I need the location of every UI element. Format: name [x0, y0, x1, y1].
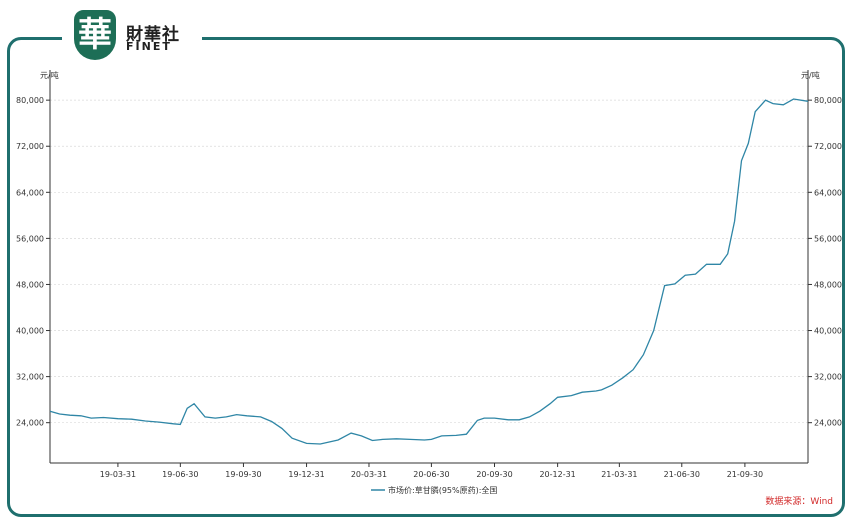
data-source: 数据来源：Wind: [765, 497, 833, 507]
x-tick-label: 19-03-31: [100, 470, 136, 479]
logo-badge: 華: [74, 10, 116, 60]
x-tick-label: 20-03-31: [351, 470, 387, 479]
y-tick-label-right: 48,000: [814, 280, 842, 289]
series-group: [49, 98, 809, 445]
x-tick-label: 20-06-30: [413, 470, 449, 479]
y-tick-label-right: 56,000: [814, 234, 842, 243]
x-tick-label: 19-12-31: [288, 470, 324, 479]
y-ticks-right: 24,000 32,000 40,000 48,000 56,000 64,000 72,0…: [808, 96, 842, 428]
y-tick-label-left: 24,000: [16, 419, 44, 428]
legend: 市场价:草甘膦(95%原药):全国: [371, 485, 497, 495]
y-tick-label-right: 40,000: [814, 327, 842, 336]
y-tick-label-right: 32,000: [814, 373, 842, 382]
x-tick-label: 21-03-31: [601, 470, 637, 479]
y-tick-label-left: 72,000: [16, 142, 44, 151]
x-tick-label: 19-09-30: [225, 470, 261, 479]
y-axis-unit-left: 元/吨: [40, 71, 59, 80]
y-ticks-left: 24,000 32,000 40,000 48,000 56,000 64,000 72,0…: [16, 96, 50, 428]
logo-english-text: FINET: [126, 40, 172, 53]
y-tick-label-left: 56,000: [16, 234, 44, 243]
y-axis-unit-right: 元/吨: [801, 71, 820, 80]
y-tick-label-left: 32,000: [16, 373, 44, 382]
y-tick-label-left: 80,000: [16, 96, 44, 105]
y-tick-label-right: 24,000: [814, 419, 842, 428]
x-tick-label: 19-06-30: [162, 470, 198, 479]
x-tick-label: 21-06-30: [664, 470, 700, 479]
y-tick-label-left: 48,000: [16, 280, 44, 289]
x-tick-label: 21-09-30: [727, 470, 763, 479]
series-line: [49, 98, 809, 445]
y-tick-label-right: 72,000: [814, 142, 842, 151]
finet-logo: 華 財華社 FINET: [62, 8, 202, 64]
logo-chinese-text: 財華社: [126, 25, 180, 45]
legend-label: 市场价:草甘膦(95%原药):全国: [388, 485, 497, 495]
axes: [49, 70, 809, 464]
x-ticks: 19-03-31 19-06-30 19-09-30 19-12-31 20-03-31…: [100, 463, 763, 479]
grid-lines: [50, 99, 808, 424]
y-tick-label-right: 64,000: [814, 188, 842, 197]
y-tick-label-left: 40,000: [16, 327, 44, 336]
y-tick-label-right: 80,000: [814, 96, 842, 105]
x-tick-label: 20-12-31: [539, 470, 575, 479]
x-tick-label: 20-09-30: [476, 470, 512, 479]
y-tick-label-left: 64,000: [16, 188, 44, 197]
chart-frame: [7, 37, 845, 517]
